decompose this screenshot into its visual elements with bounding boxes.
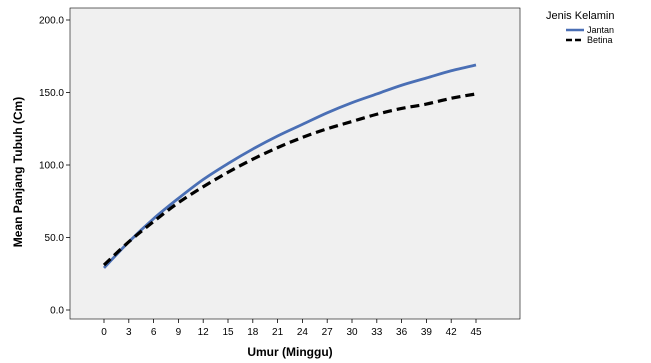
- y-tick-label: 50.0: [45, 233, 65, 244]
- x-tick-label: 36: [396, 327, 408, 338]
- x-tick-label: 45: [470, 327, 482, 338]
- series-line-jantan: [102, 63, 477, 269]
- x-tick-label: 3: [126, 327, 132, 338]
- legend-label-jantan: Jantan: [587, 25, 614, 35]
- y-tick-label: 100.0: [39, 161, 64, 172]
- x-tick-label: 9: [176, 327, 182, 338]
- legend-title: Jenis Kelamin: [546, 10, 614, 22]
- x-tick-label: 21: [272, 327, 284, 338]
- x-tick-label: 42: [446, 327, 458, 338]
- x-tick-label: 27: [322, 327, 334, 338]
- x-tick-label: 39: [421, 327, 433, 338]
- x-tick-label: 18: [247, 327, 259, 338]
- y-axis-title: Mean Panjang Tubuh (Cm): [11, 97, 25, 247]
- plot-area: [69, 7, 521, 320]
- series-layer: [102, 63, 477, 269]
- series-line-betina: [102, 92, 477, 267]
- x-tick-label: 24: [297, 327, 309, 338]
- y-tick-label: 0.0: [50, 306, 64, 317]
- x-tick-label: 30: [346, 327, 358, 338]
- y-axis: 0.0 50.0 100.0 150.0 200.0: [39, 16, 70, 317]
- x-tick-label: 0: [101, 327, 107, 338]
- y-tick-label: 200.0: [39, 16, 64, 27]
- x-tick-label: 33: [371, 327, 383, 338]
- x-axis: 0 3 6 9 12 15 18 21 24 27 30 33 36 39 42 45: [101, 319, 482, 338]
- legend-label-betina: Betina: [587, 35, 613, 45]
- x-axis-title: Umur (Minggu): [247, 345, 332, 359]
- y-tick-label: 150.0: [39, 88, 64, 99]
- x-tick-label: 6: [151, 327, 157, 338]
- x-tick-label: 15: [222, 327, 234, 338]
- x-tick-label: 12: [198, 327, 210, 338]
